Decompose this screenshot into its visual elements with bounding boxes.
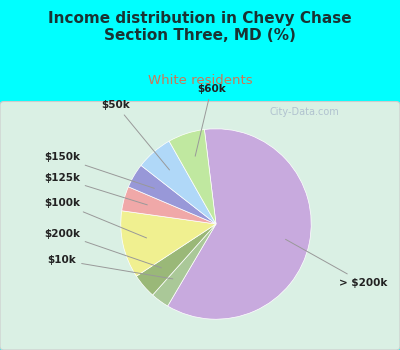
Wedge shape xyxy=(168,129,311,319)
Text: $200k: $200k xyxy=(44,229,162,268)
Wedge shape xyxy=(122,187,216,224)
Text: $60k: $60k xyxy=(195,84,226,156)
Text: > $200k: > $200k xyxy=(286,239,388,288)
Text: $10k: $10k xyxy=(48,255,173,279)
Text: $125k: $125k xyxy=(44,173,147,205)
Text: Income distribution in Chevy Chase
Section Three, MD (%): Income distribution in Chevy Chase Secti… xyxy=(48,10,352,43)
Text: $150k: $150k xyxy=(44,152,154,188)
Text: City-Data.com: City-Data.com xyxy=(269,107,339,117)
Wedge shape xyxy=(121,211,216,276)
Wedge shape xyxy=(153,224,216,306)
Text: $100k: $100k xyxy=(44,198,146,238)
Text: White residents: White residents xyxy=(148,74,252,86)
Wedge shape xyxy=(169,130,216,224)
Text: $50k: $50k xyxy=(102,100,170,170)
Wedge shape xyxy=(128,166,216,224)
FancyBboxPatch shape xyxy=(0,102,400,350)
Wedge shape xyxy=(141,141,216,224)
Wedge shape xyxy=(136,224,216,295)
